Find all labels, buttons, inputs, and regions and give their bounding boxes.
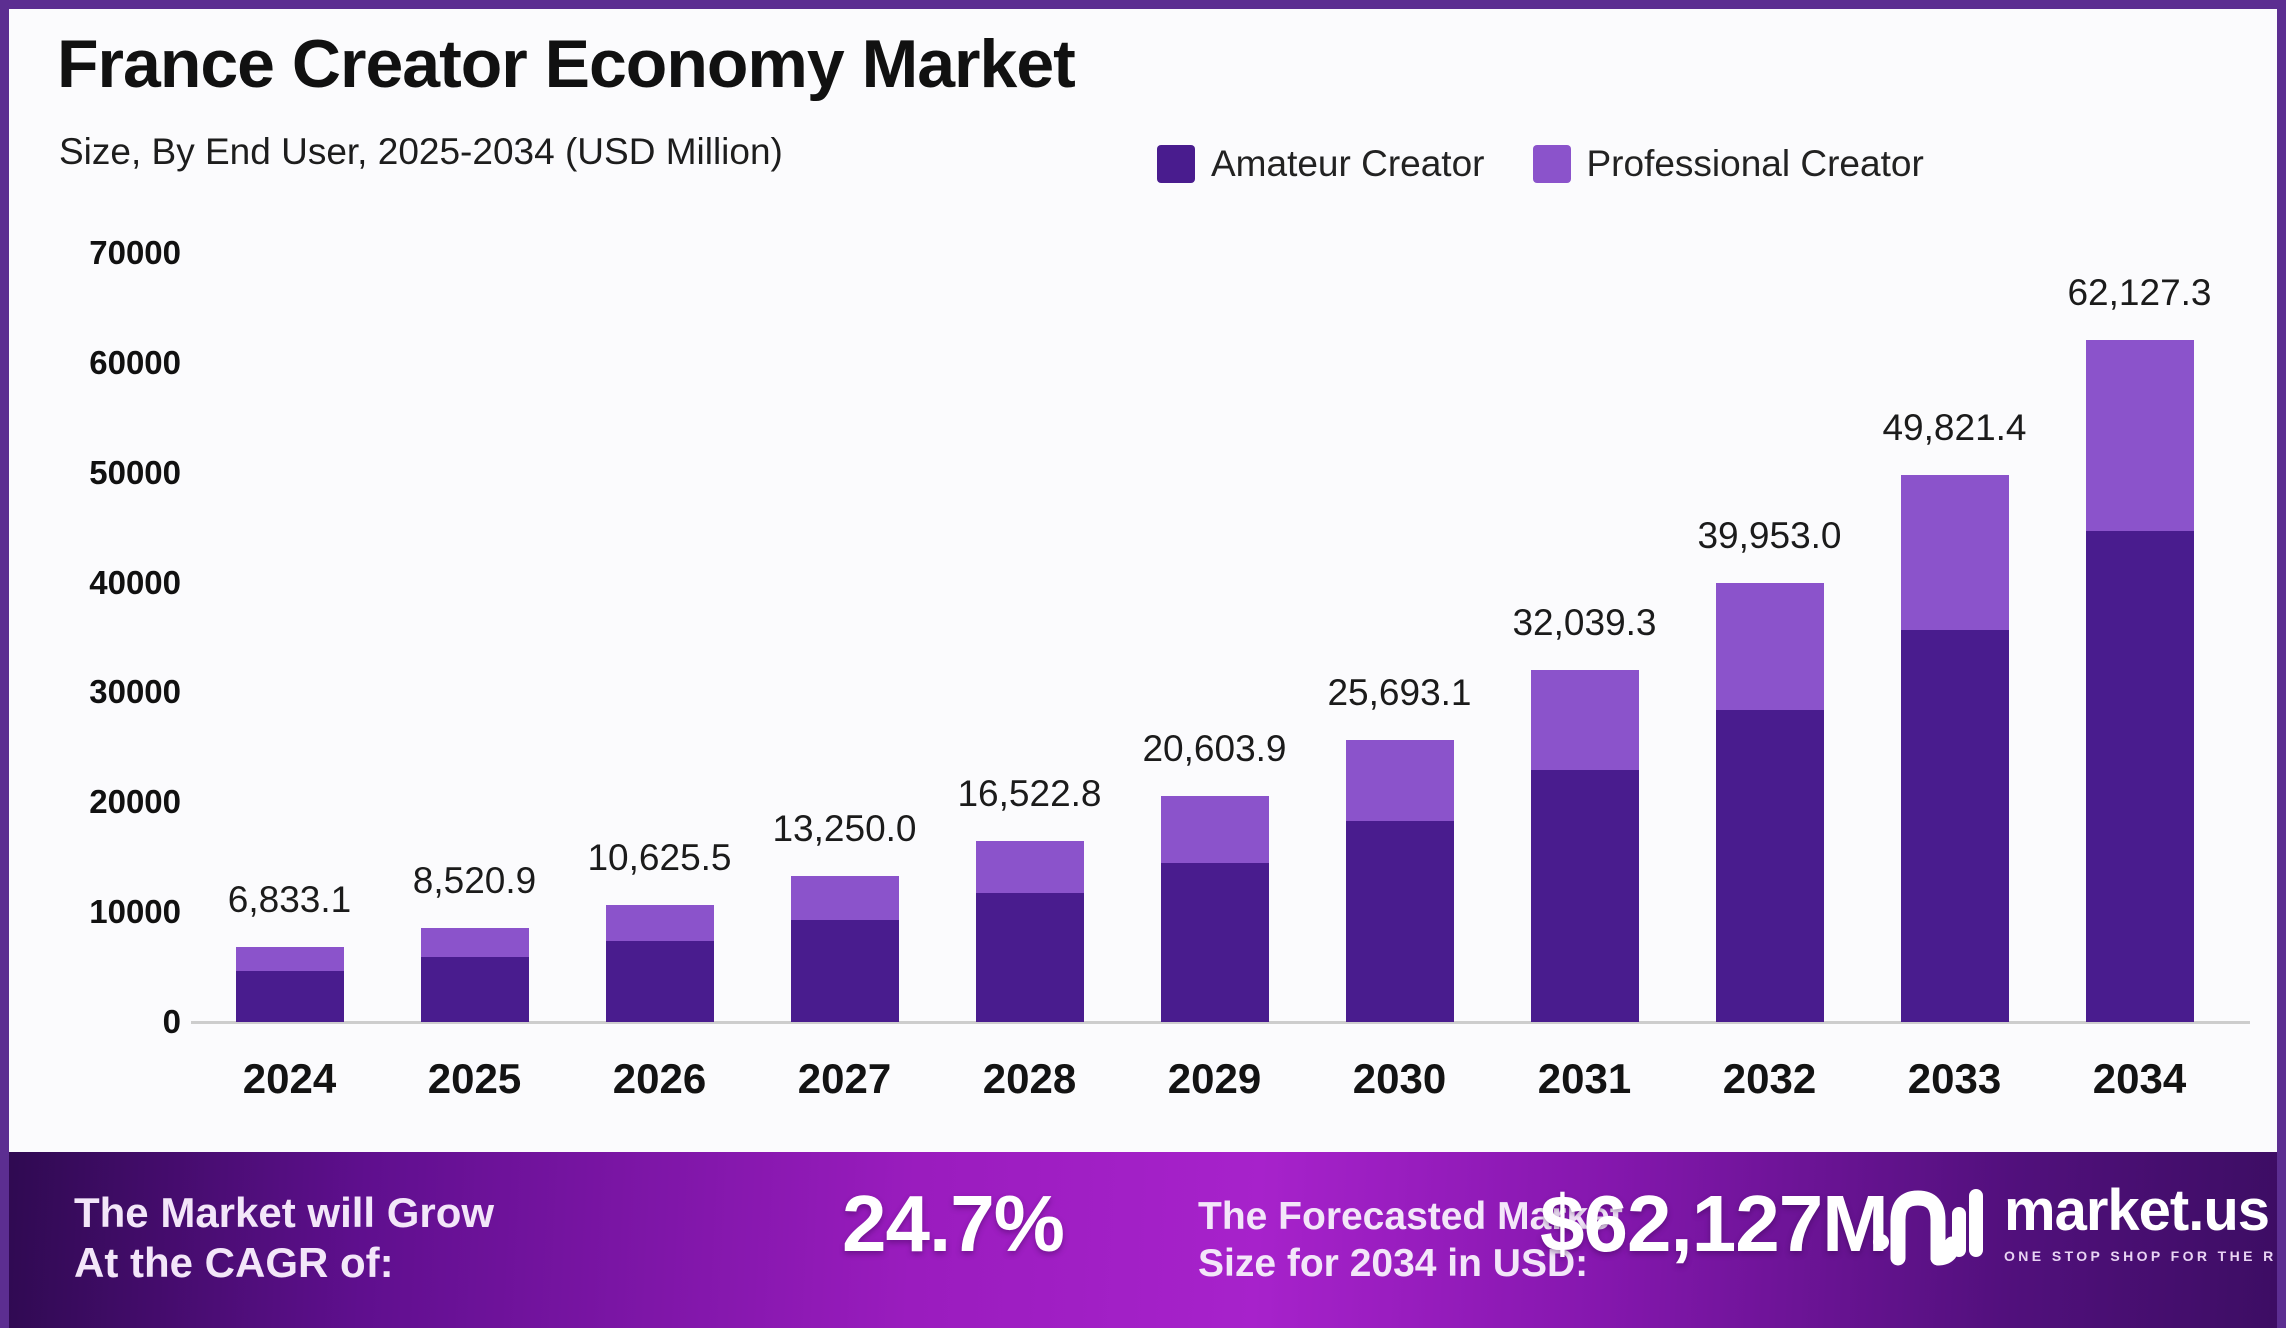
stacked-bar-2028 [975, 840, 1084, 1022]
bar-total-label: 32,039.3 [1512, 602, 1657, 644]
bar-slot-2025: 8,520.9 [382, 253, 567, 1022]
chart-legend: Amateur Creator Professional Creator [1157, 143, 1924, 185]
stacked-bar-2024 [235, 946, 344, 1022]
y-tick-label: 40000 [89, 563, 181, 601]
stacked-bar-2029 [1160, 795, 1269, 1022]
x-tick-label: 2026 [612, 1055, 707, 1102]
y-tick-label: 70000 [89, 234, 181, 271]
brand-text: market.us ONE STOP SHOP FOR THE REPORTS [2004, 1178, 2277, 1265]
x-tick-label: 2027 [797, 1055, 892, 1102]
stacked-bar-2032 [1715, 583, 1824, 1022]
x-tick-label: 2031 [1537, 1055, 1632, 1102]
bar-slot-2029: 20,603.9 [1122, 253, 1307, 1022]
bar-segment-amateur-creator-2024 [235, 970, 344, 1022]
bar-total-label: 16,522.8 [957, 772, 1102, 814]
stacked-bar-2031 [1530, 670, 1639, 1022]
bar-segment-professional-creator-2024 [235, 946, 344, 971]
plot-area: 6,833.1 8,520.9 10,625.5 13,250.0 16,522.8 20… [191, 253, 2250, 1024]
bar-segment-amateur-creator-2033 [1900, 630, 2009, 1022]
x-tick-label: 2025 [427, 1055, 522, 1102]
legend-label-amateur: Amateur Creator [1211, 143, 1485, 184]
legend-item-professional: Professional Creator [1532, 143, 1924, 185]
bar-slot-2032: 39,953.0 [1677, 253, 1862, 1022]
x-axis-labels: 2024 2025 2026 2027 2028 2029 2030 2031 2032 2033… [197, 1055, 2232, 1103]
bar-segment-professional-creator-2029 [1160, 795, 1269, 863]
bar-total-label: 62,127.3 [2067, 271, 2212, 313]
bar-total-label: 10,625.5 [587, 837, 732, 879]
x-tick-label: 2034 [2092, 1055, 2187, 1102]
bar-slot-2034: 62,127.3 [2047, 253, 2232, 1022]
stacked-bar-2025 [420, 928, 529, 1022]
bar-total-label: 13,250.0 [772, 808, 917, 850]
chart-subtitle: Size, By End User, 2025-2034 (USD Millio… [59, 131, 783, 172]
page-title: France Creator Economy Market [57, 26, 1076, 102]
stacked-bar-2030 [1345, 739, 1454, 1022]
bar-segment-amateur-creator-2027 [790, 919, 899, 1022]
brand-name: market.us [2004, 1178, 2270, 1243]
bar-segment-professional-creator-2034 [2085, 339, 2194, 532]
stacked-bar-2033 [1900, 474, 2009, 1022]
y-tick-label: 60000 [89, 343, 181, 381]
market-us-logo-icon [1873, 1189, 1983, 1266]
bar-segment-amateur-creator-2030 [1345, 820, 1454, 1022]
stacked-bar-2034 [2085, 339, 2194, 1022]
legend-item-amateur: Amateur Creator [1157, 143, 1485, 185]
y-tick-label: 50000 [89, 453, 181, 491]
brand-block: market.us ONE STOP SHOP FOR THE REPORTS [1872, 1178, 2277, 1266]
bar-segment-professional-creator-2028 [975, 840, 1084, 894]
stacked-bar-2026 [605, 905, 714, 1022]
x-axis-line [191, 1021, 2250, 1024]
footer-banner: The Market will Grow At the CAGR of: 24.… [9, 1152, 2277, 1328]
bar-total-label: 39,953.0 [1697, 515, 1842, 557]
bar-slot-2028: 16,522.8 [937, 253, 1122, 1022]
y-axis: 70000 60000 50000 40000 30000 20000 10000 0 [21, 9, 181, 1109]
bar-segment-professional-creator-2033 [1900, 474, 2009, 631]
bar-segment-amateur-creator-2031 [1530, 769, 1639, 1022]
x-tick-label: 2033 [1907, 1055, 2002, 1102]
y-tick-label: 20000 [89, 783, 181, 821]
x-tick-label: 2024 [242, 1055, 337, 1102]
bar-segment-professional-creator-2032 [1715, 583, 1824, 710]
stacked-bar-2027 [790, 876, 899, 1022]
bar-segment-amateur-creator-2034 [2085, 531, 2194, 1022]
x-tick-label: 2030 [1352, 1055, 1447, 1102]
bar-slot-2026: 10,625.5 [567, 253, 752, 1022]
y-tick-label: 0 [162, 1003, 181, 1040]
legend-swatch-amateur-icon [1157, 145, 1195, 183]
bar-total-label: 49,821.4 [1882, 406, 2027, 448]
cagr-intro-text: The Market will Grow At the CAGR of: [74, 1189, 495, 1287]
bar-total-label: 25,693.1 [1327, 671, 1472, 713]
bar-segment-amateur-creator-2025 [420, 957, 529, 1022]
bar-slots: 6,833.1 8,520.9 10,625.5 13,250.0 16,522.8 20… [197, 253, 2232, 1022]
forecast-value: $62,127M [1540, 1179, 1889, 1268]
legend-swatch-professional-icon [1532, 145, 1571, 183]
x-tick-label: 2032 [1722, 1055, 1817, 1102]
bar-segment-professional-creator-2027 [790, 876, 899, 920]
bar-slot-2033: 49,821.4 [1862, 253, 2047, 1022]
bar-slot-2030: 25,693.1 [1307, 253, 1492, 1022]
y-tick-label: 30000 [89, 673, 181, 711]
bar-total-label: 20,603.9 [1142, 727, 1287, 769]
bar-segment-amateur-creator-2029 [1160, 862, 1269, 1022]
bar-segment-amateur-creator-2032 [1715, 709, 1824, 1022]
bar-segment-professional-creator-2026 [605, 905, 714, 941]
x-tick-label: 2028 [982, 1055, 1077, 1102]
bar-segment-professional-creator-2031 [1530, 670, 1639, 770]
cagr-value: 24.7% [842, 1179, 1065, 1268]
bar-slot-2031: 32,039.3 [1492, 253, 1677, 1022]
bar-segment-professional-creator-2030 [1345, 739, 1454, 821]
y-tick-label: 10000 [89, 893, 181, 931]
bar-total-label: 8,520.9 [412, 860, 537, 902]
bar-slot-2024: 6,833.1 [197, 253, 382, 1022]
bar-segment-amateur-creator-2026 [605, 940, 714, 1022]
bar-segment-professional-creator-2025 [420, 928, 529, 958]
bar-slot-2027: 13,250.0 [752, 253, 937, 1022]
bar-total-label: 6,833.1 [227, 878, 352, 920]
bar-segment-amateur-creator-2028 [975, 893, 1084, 1022]
brand-tagline: ONE STOP SHOP FOR THE REPORTS [2004, 1248, 2277, 1264]
x-tick-label: 2029 [1167, 1055, 1262, 1102]
legend-label-professional: Professional Creator [1586, 143, 1924, 184]
forecast-intro-text: The Forecasted Market Size for 2034 in U… [1198, 1195, 1623, 1285]
